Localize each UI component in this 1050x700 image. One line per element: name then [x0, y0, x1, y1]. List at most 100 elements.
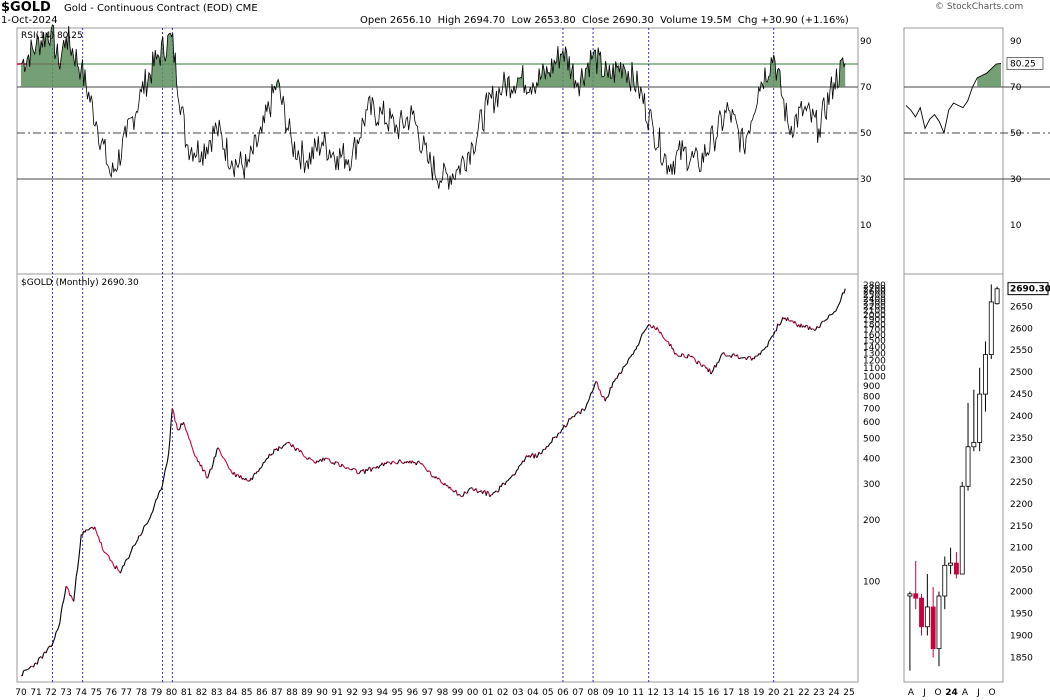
price-segment	[675, 353, 678, 356]
price-segment	[56, 626, 60, 631]
inset-month-tick-label: A	[962, 688, 969, 698]
year-tick-label: 09	[602, 688, 614, 698]
price-segment	[193, 453, 196, 457]
price-segment	[703, 364, 705, 366]
price-segment	[723, 352, 726, 356]
price-segment	[826, 318, 829, 321]
price-segment	[719, 354, 722, 359]
ohlc-readout: Open 2656.10 High 2694.70 Low 2653.80 Cl…	[360, 15, 849, 26]
price-segment	[190, 445, 194, 450]
price-segment	[438, 477, 441, 480]
price-segment	[613, 378, 617, 382]
price-segment	[110, 560, 114, 564]
price-segment	[305, 457, 308, 460]
price-segment	[371, 467, 374, 470]
price-segment	[335, 460, 338, 463]
inset-price-ytick-label: 2300	[1010, 456, 1033, 466]
rsi-ytick-label: 90	[860, 37, 872, 47]
price-segment	[284, 442, 287, 446]
year-tick-label: 86	[256, 688, 268, 698]
price-segment	[425, 469, 428, 472]
symbol-description: Gold - Continuous Contract (EOD) CME	[64, 3, 258, 14]
rsi-panel-frame	[16, 27, 859, 275]
price-segment	[312, 460, 316, 464]
year-tick-label: 19	[753, 688, 765, 698]
price-segment	[591, 388, 594, 393]
price-segment	[38, 656, 41, 659]
price-segment	[779, 321, 782, 325]
year-tick-label: 81	[181, 688, 192, 698]
price-segment	[130, 546, 134, 551]
year-tick-label: 18	[738, 688, 750, 698]
price-segment	[351, 467, 354, 470]
price-segment	[156, 493, 160, 499]
price-segment	[142, 526, 145, 532]
price-segment	[227, 466, 230, 470]
price-segment	[218, 449, 222, 454]
price-segment	[295, 448, 298, 452]
price-segment	[222, 457, 225, 460]
year-tick-label: 21	[783, 688, 794, 698]
price-segment	[764, 346, 767, 349]
price-segment	[264, 459, 267, 463]
inset-rsi-ytick-label: 70	[1010, 83, 1022, 93]
price-segment	[399, 459, 402, 462]
price-segment	[640, 333, 643, 338]
price-segment	[300, 450, 303, 453]
price-segment	[76, 559, 80, 570]
inset-last-value: 2690.30	[1010, 285, 1050, 295]
year-tick-label: 70	[15, 688, 27, 698]
price-segment	[54, 631, 57, 638]
price-segment	[818, 326, 821, 329]
price-segment	[778, 324, 781, 326]
price-segment	[265, 458, 268, 461]
inset-last-value-box	[1007, 282, 1049, 296]
price-segment	[74, 576, 77, 591]
price-segment	[595, 380, 598, 384]
year-tick-label: 08	[587, 688, 599, 698]
price-segment	[455, 490, 458, 496]
price-segment	[220, 452, 223, 457]
price-segment	[415, 461, 418, 466]
year-tick-label: 91	[331, 688, 342, 698]
year-tick-label: 16	[708, 688, 720, 698]
price-segment	[621, 366, 624, 372]
inset-price-ytick-label: 2250	[1010, 478, 1033, 488]
price-segment	[400, 461, 403, 464]
price-ytick-label: 1200	[863, 357, 886, 367]
price-ytick-label: 1300	[863, 349, 886, 359]
price-segment	[819, 322, 822, 328]
price-segment	[358, 472, 361, 475]
inset-price-ytick-label: 2550	[1010, 346, 1033, 356]
inset-candle-body	[930, 606, 936, 650]
price-segment	[162, 471, 166, 480]
price-segment	[516, 469, 519, 471]
price-segment	[124, 559, 127, 562]
price-segment	[832, 311, 835, 314]
price-segment	[148, 517, 151, 521]
price-segment	[173, 411, 176, 421]
price-segment	[585, 403, 588, 409]
price-segment	[770, 335, 773, 338]
year-tick-label: 77	[121, 688, 132, 698]
price-segment	[185, 430, 189, 434]
price-segment	[342, 465, 346, 468]
rsi-ytick-label: 30	[860, 175, 872, 185]
inset-candle-body	[994, 288, 1000, 305]
price-segment	[542, 448, 545, 451]
price-segment	[103, 551, 106, 554]
price-segment	[636, 344, 639, 347]
price-segment	[760, 349, 763, 352]
price-segment	[608, 387, 611, 395]
price-ytick-label: 2700	[863, 284, 886, 294]
price-segment	[429, 470, 432, 476]
price-segment	[166, 453, 170, 463]
price-segment	[39, 656, 42, 658]
price-segment	[174, 420, 177, 424]
price-segment	[98, 537, 101, 543]
year-tick-label: 94	[377, 688, 389, 698]
price-segment	[146, 522, 149, 525]
price-segment	[616, 375, 619, 379]
price-segment	[178, 428, 181, 431]
price-ytick-label: 1700	[863, 326, 886, 336]
